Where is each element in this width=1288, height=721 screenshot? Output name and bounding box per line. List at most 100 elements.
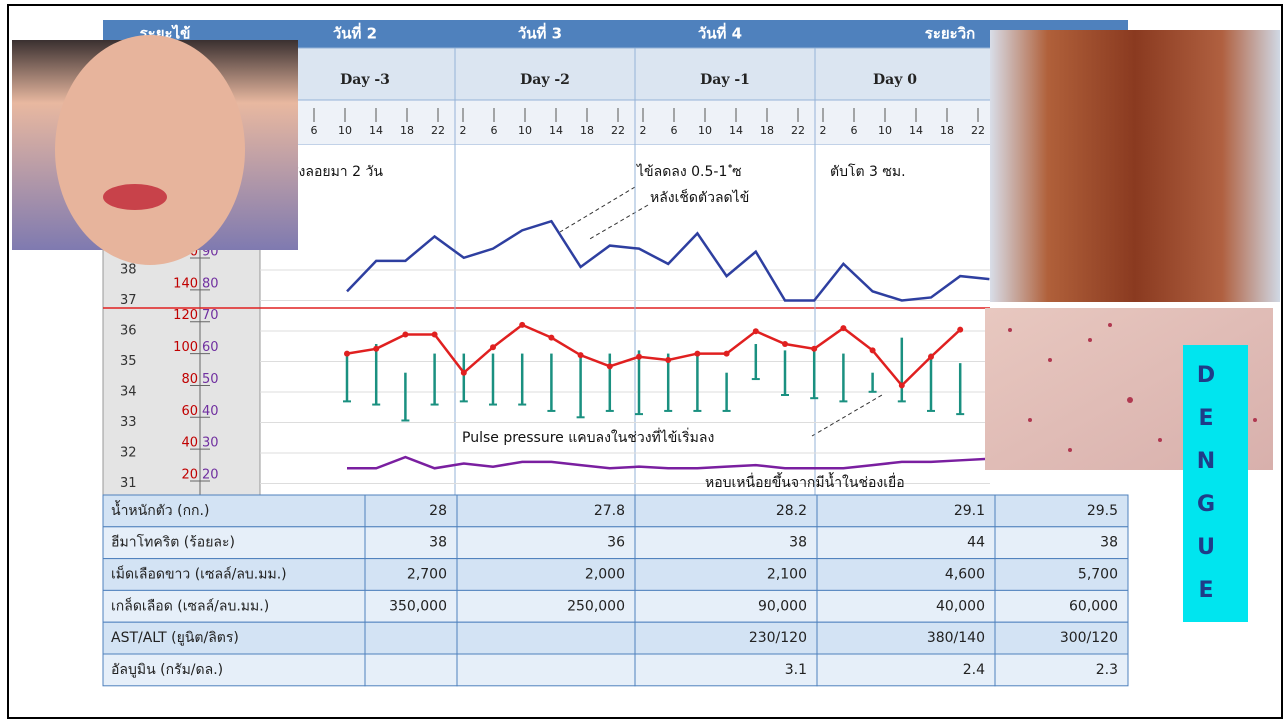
bp-tick-label: 60 [202,340,219,355]
table-cell-text: 4,600 [945,567,985,583]
table-cell [102,589,366,623]
table-cell-text: น้ำหนักตัว (กก.) [111,500,209,519]
pulse-tick-label: 120 [173,308,198,323]
hour-label: 14 [909,124,923,137]
spot [1127,397,1133,403]
table-cell-text: 5,700 [1078,567,1118,583]
spot [1008,328,1012,332]
table-cell [994,494,1129,528]
day-label: Day 0 [873,72,917,88]
hour-label: 6 [491,124,498,137]
arrow [559,186,636,233]
dengue-banner [1183,345,1248,622]
hour-label: 10 [338,124,352,137]
annotation: ตับโต 3 ซม. [830,163,906,180]
bp-tick-label: 80 [202,276,219,291]
table-cell-text: 2,100 [767,567,807,583]
table-cell-text: 40,000 [936,598,985,614]
hour-label: 18 [400,124,414,137]
banner-letter: D [1197,363,1215,388]
table-cell-text: 29.1 [954,503,985,519]
period-label: ระยะวิก [925,25,975,43]
temp-tick-label: 35 [120,354,137,369]
spot [1028,418,1032,422]
hour-label: 10 [698,124,712,137]
pulse-marker [373,345,380,352]
table-cell [456,589,636,623]
table-cell-text: ฮีมาโทคริต (ร้อยละ) [111,534,235,551]
table-cell-text: 2,000 [585,567,625,583]
pulse-tick-label: 20 [181,468,198,483]
temp-tick-label: 33 [120,415,137,430]
table-cell-text: เกล็ดเลือด (เซลล์/ลบ.มม.) [111,596,269,614]
pulse-marker [344,350,350,357]
hour-label: 14 [549,124,563,137]
leg-photo [990,30,1280,302]
table-cell-text: 44 [967,535,985,551]
table-cell [456,621,636,655]
pulse-marker [519,321,526,328]
table-cell-text: 28 [429,503,447,519]
slide-frame [7,4,1283,719]
table-cell-text: 36 [607,535,625,551]
annotation: สูงลอยมา 2 วัน [290,164,383,180]
table-cell [364,621,458,655]
hour-label: 18 [760,124,774,137]
bp-tick-label: 30 [202,436,219,451]
face [55,35,245,265]
pulse-marker [752,328,759,335]
table-cell [994,653,1129,687]
pulse-marker [665,356,672,363]
hour-label: 10 [518,124,532,137]
pulse-marker [606,363,613,370]
temp-tick-label: 32 [120,446,137,461]
banner-letter: E [1198,406,1213,431]
lips [103,184,167,210]
banner-letter: N [1197,449,1215,474]
hour-label: 10 [878,124,892,137]
axis-panel [102,234,261,496]
pulse-marker [636,353,642,360]
table-cell-text: 90,000 [758,598,807,614]
spot [1108,323,1112,327]
table-cell [102,558,366,591]
hour-label: 22 [971,124,985,137]
spot [1068,448,1072,452]
annotation: หลังเช็ดตัวลดไข้ [650,188,749,206]
hour-label: 6 [851,124,858,137]
pulse-tick-label: 140 [173,276,198,291]
hour-label: 22 [431,124,445,137]
table-cell-text: 29.5 [1087,503,1118,519]
hour-label: 6 [311,124,318,137]
pulse-tick-label: 40 [181,436,198,451]
table-cell-text: 2.4 [963,662,985,678]
pulse-marker [577,352,584,359]
table-cell [456,494,636,528]
table-cell [456,558,636,591]
table-cell [634,494,818,528]
table-cell [816,653,996,687]
spot [1048,358,1052,362]
pulse-tick-label: 100 [173,340,198,355]
hour-label: 2 [820,124,827,137]
pulse-marker [402,331,409,338]
day-label: Day -2 [520,72,570,88]
temp-tick-label: 34 [120,385,137,400]
pulse-marker [811,345,818,352]
annotation: หอบเหนื่อยขึ้นจากมีน้ำในช่องเยื่อ [705,472,905,491]
table-cell-text: 28.2 [776,503,807,519]
table-cell [456,526,636,560]
table-cell [816,558,996,591]
table-cell [364,558,458,591]
table-cell-text: 38 [429,535,447,551]
table-cell-text: 300/120 [1060,630,1118,646]
spot [1158,438,1162,442]
pulse-tick-label: 60 [181,404,198,419]
table-cell [102,653,366,687]
pulse-marker [869,347,876,354]
pulse-marker [957,326,964,333]
table-cell [634,653,818,687]
table-cell-text: เม็ดเลือดขาว (เซลล์/ลบ.มม.) [111,565,287,583]
annotation-arrows [559,186,883,437]
